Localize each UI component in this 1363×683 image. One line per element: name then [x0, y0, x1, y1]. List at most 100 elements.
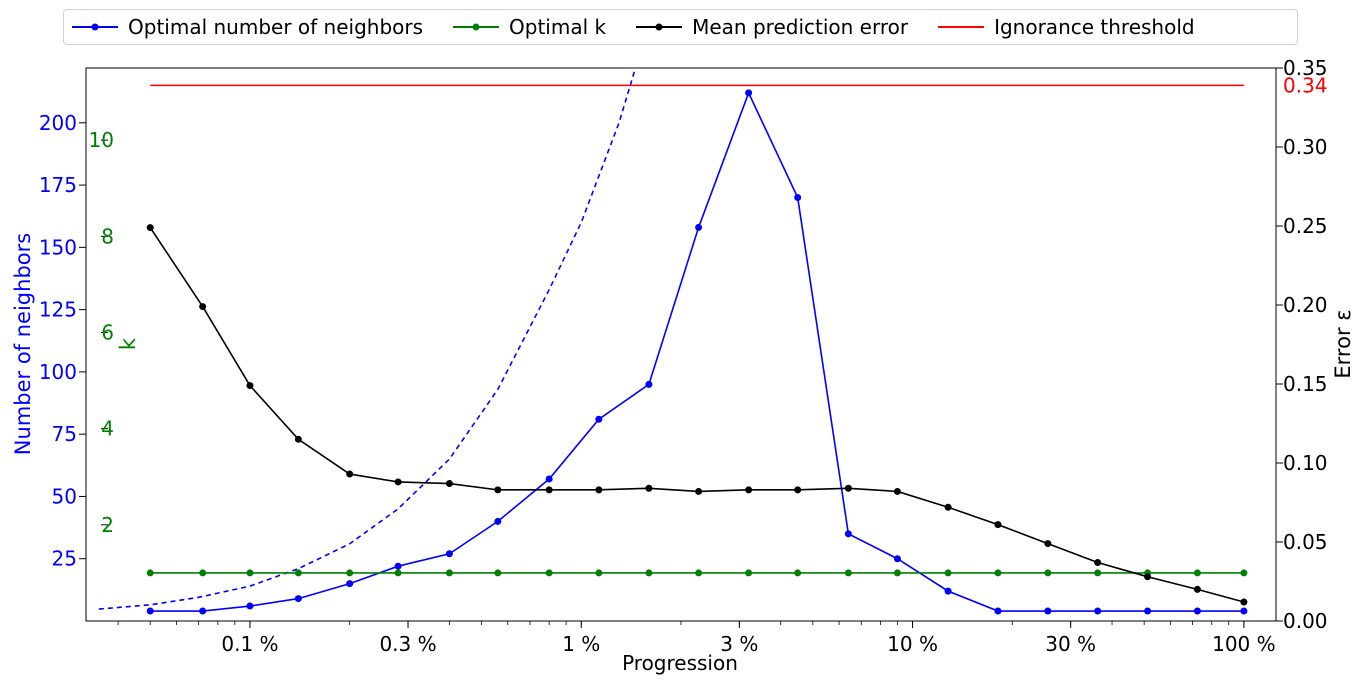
y-right-tick-label: 0.25	[1283, 214, 1328, 238]
point-neighbors	[394, 562, 402, 570]
x-tick-label: 3 %	[720, 632, 758, 656]
point-neighbors	[445, 550, 453, 558]
point-error	[445, 480, 453, 488]
legend-swatch-optimal-k	[453, 23, 500, 31]
point-optimal-k	[844, 569, 852, 577]
point-optimal-k	[199, 569, 207, 577]
point-neighbors	[944, 587, 952, 595]
point-optimal-k	[1094, 569, 1102, 577]
x-tick-label: 30 %	[1045, 632, 1096, 656]
series-line-error	[149, 227, 1245, 603]
y-left-tick-label: 75	[52, 422, 77, 446]
point-neighbors	[695, 223, 703, 231]
k-tick-label: 8	[101, 224, 114, 248]
point-neighbors	[494, 517, 502, 525]
point-error	[695, 487, 703, 495]
legend-swatch-neighbors	[72, 23, 118, 31]
y-right-tick-label: 0.15	[1283, 372, 1328, 396]
point-error	[1240, 598, 1248, 606]
threshold-tick-label: 0.34	[1283, 73, 1328, 97]
point-error	[246, 382, 254, 390]
point-optimal-k	[994, 569, 1002, 577]
y-right-tick-label: 0.30	[1283, 135, 1328, 159]
point-neighbors	[1144, 607, 1152, 615]
point-neighbors	[645, 380, 653, 388]
y-right-tick-label: 0.20	[1283, 293, 1328, 317]
point-neighbors	[246, 602, 254, 610]
point-optimal-k	[394, 569, 402, 577]
y-right-tick-label: 0.35	[1283, 56, 1328, 80]
k-tick-label: 2	[101, 513, 114, 537]
legend-label-optimal-k: Optimal k	[509, 15, 607, 39]
point-error	[146, 224, 154, 232]
y-left-tick-label: 125	[39, 298, 77, 322]
y-left-tick-label: 200	[39, 111, 77, 135]
point-optimal-k	[944, 569, 952, 577]
fit-curve	[98, 68, 637, 610]
point-optimal-k	[1044, 569, 1052, 577]
k-tick-label: 6	[101, 320, 114, 344]
legend-swatch-threshold	[938, 26, 985, 28]
y-left-tick-label: 150	[39, 235, 77, 259]
point-neighbors	[893, 555, 901, 563]
point-error	[944, 503, 952, 511]
plot-frame	[85, 67, 1277, 622]
point-error	[645, 484, 653, 492]
y-right-tick-label: 0.05	[1283, 530, 1328, 554]
point-optimal-k	[1240, 569, 1248, 577]
legend-swatch-error	[636, 23, 683, 31]
point-neighbors	[294, 595, 302, 603]
point-neighbors	[994, 607, 1002, 615]
point-optimal-k	[745, 569, 753, 577]
point-neighbors	[1044, 607, 1052, 615]
point-error	[994, 521, 1002, 529]
point-error	[1044, 540, 1052, 548]
point-neighbors	[745, 89, 753, 97]
point-neighbors	[844, 530, 852, 538]
point-optimal-k	[294, 569, 302, 577]
k-tick-label: 4	[101, 417, 114, 441]
point-error	[346, 470, 354, 478]
point-neighbors	[346, 580, 354, 588]
point-optimal-k	[545, 569, 553, 577]
point-error	[199, 303, 207, 311]
legend-label-neighbors: Optimal number of neighbors	[128, 15, 424, 39]
point-optimal-k	[695, 569, 703, 577]
point-optimal-k	[494, 569, 502, 577]
point-error	[745, 486, 753, 494]
point-error	[1144, 573, 1152, 581]
point-neighbors	[794, 194, 802, 202]
point-error	[545, 486, 553, 494]
point-optimal-k	[893, 569, 901, 577]
point-neighbors	[146, 607, 154, 615]
point-neighbors	[595, 415, 603, 423]
series-line-neighbors	[150, 90, 1244, 612]
y-left-tick-label: 25	[52, 547, 77, 571]
y-axis-label-k: k	[116, 337, 140, 350]
y-left-tick-label: 100	[39, 360, 77, 384]
x-tick-label: 0.3 %	[379, 632, 436, 656]
point-error	[294, 435, 302, 443]
legend-item-threshold: Ignorance threshold	[938, 15, 1195, 39]
legend-label-threshold: Ignorance threshold	[994, 15, 1195, 39]
point-neighbors	[199, 607, 207, 615]
point-neighbors	[1193, 607, 1201, 615]
point-neighbors	[1240, 607, 1248, 615]
point-optimal-k	[445, 569, 453, 577]
legend-item-neighbors: Optimal number of neighbors	[72, 15, 423, 39]
x-tick-label: 0.1 %	[221, 632, 278, 656]
y-axis-label-error: Error ε	[1331, 309, 1355, 378]
x-tick-label: 10 %	[887, 632, 938, 656]
point-error	[1094, 559, 1102, 567]
point-error	[893, 487, 901, 495]
point-optimal-k	[346, 569, 354, 577]
point-error	[494, 486, 502, 494]
legend: Optimal number of neighbors Optimal k Me…	[63, 9, 1298, 45]
y-right-tick-label: 0.10	[1283, 451, 1328, 475]
point-optimal-k	[246, 569, 254, 577]
point-error	[394, 478, 402, 486]
point-error	[794, 486, 802, 494]
point-optimal-k	[645, 569, 653, 577]
point-neighbors	[1094, 607, 1102, 615]
